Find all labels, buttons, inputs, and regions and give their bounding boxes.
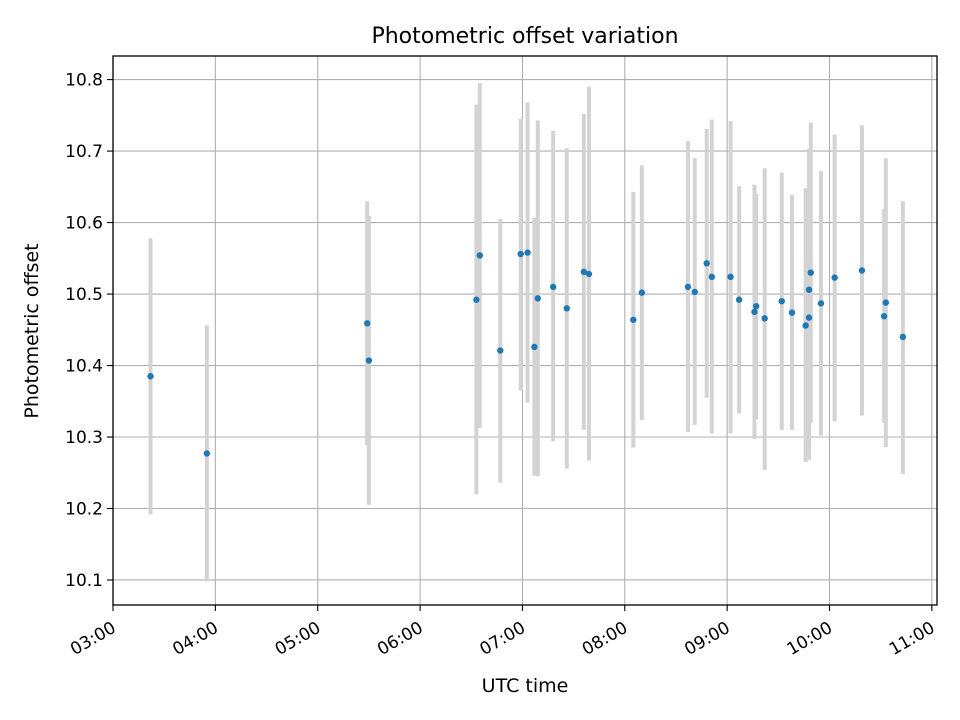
data-point xyxy=(882,299,890,306)
data-point xyxy=(858,267,866,274)
data-point xyxy=(684,283,692,291)
y-tick-label: 10.8 xyxy=(65,71,103,91)
y-tick-label: 10.5 xyxy=(65,285,103,305)
data-point xyxy=(899,333,907,341)
data-point xyxy=(817,300,825,307)
y-tick-label: 10.1 xyxy=(65,571,103,591)
data-point xyxy=(880,313,888,320)
data-point xyxy=(751,308,758,316)
data-point xyxy=(563,305,570,312)
data-point xyxy=(524,249,531,256)
data-point xyxy=(831,274,838,281)
data-point xyxy=(473,296,480,303)
y-tick-label: 10.7 xyxy=(65,142,103,162)
plot-frame xyxy=(112,55,938,606)
data-point xyxy=(203,450,211,457)
y-axis: 10.1 10.2 10.3 10.4 10.5 10.6 10.7 10.8 xyxy=(65,71,113,591)
data-point xyxy=(549,283,557,291)
grid xyxy=(112,56,937,605)
data-point xyxy=(497,347,504,354)
y-tick-label: 10.3 xyxy=(65,428,103,448)
data-point xyxy=(534,295,541,302)
data-point xyxy=(517,250,524,258)
data-point xyxy=(735,296,743,303)
data-point xyxy=(630,316,637,323)
data-point xyxy=(752,302,760,310)
y-tick-label: 10.6 xyxy=(65,214,103,234)
data-point xyxy=(805,286,813,293)
data-point xyxy=(580,268,588,276)
data-point xyxy=(727,273,734,281)
y-axis-label: Photometric offset xyxy=(21,243,43,418)
chart-title: Photometric offset variation xyxy=(371,24,678,49)
data-point xyxy=(807,269,814,276)
data-point xyxy=(476,252,483,259)
data-point xyxy=(805,314,813,321)
data-point xyxy=(778,297,785,305)
data-point xyxy=(691,288,698,296)
data-point xyxy=(761,315,768,322)
data-point xyxy=(147,373,154,380)
y-tick-label: 10.4 xyxy=(65,357,103,377)
data-points xyxy=(147,249,907,457)
data-point xyxy=(802,322,809,329)
data-point xyxy=(531,343,538,351)
data-point xyxy=(788,309,796,316)
data-point xyxy=(585,270,593,278)
data-point xyxy=(363,320,371,327)
data-point xyxy=(708,273,716,281)
data-point xyxy=(365,357,373,364)
y-tick-label: 10.2 xyxy=(65,499,103,519)
data-point xyxy=(638,289,646,296)
data-point xyxy=(703,260,710,267)
x-axis-label: UTC time xyxy=(482,675,569,697)
